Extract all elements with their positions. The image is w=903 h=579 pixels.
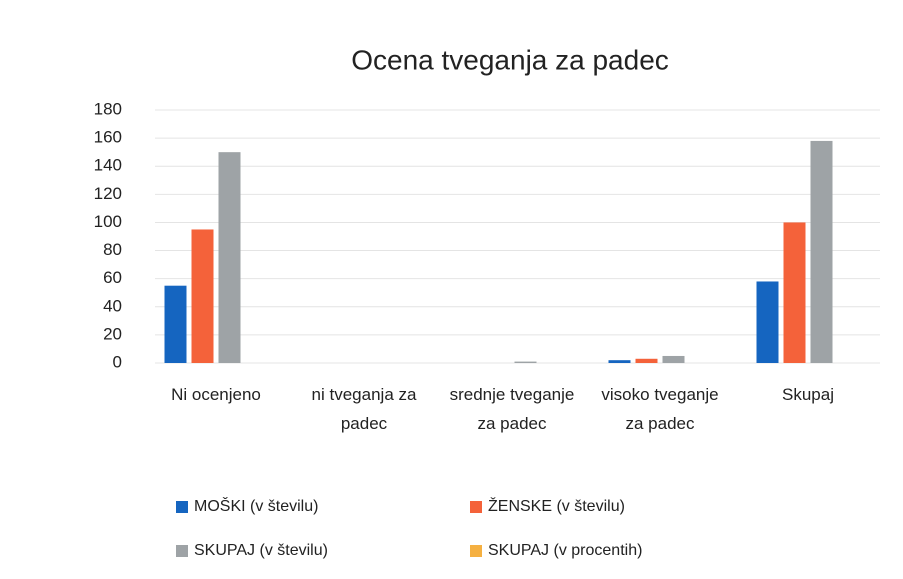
legend-swatch (470, 501, 482, 513)
bar (783, 222, 806, 363)
legend-label: MOŠKI (v številu) (194, 496, 318, 515)
bar (164, 285, 187, 363)
y-tick-label: 60 (103, 268, 122, 287)
y-tick-label: 20 (103, 324, 122, 343)
y-tick-label: 180 (94, 99, 122, 118)
legend-label: SKUPAJ (v procentih) (488, 542, 642, 559)
x-tick-label: visoko tveganje za padec (601, 385, 718, 433)
x-tick-label: Skupaj (782, 385, 834, 404)
chart-title: Ocena tveganja za padec (351, 44, 669, 75)
bar (810, 140, 833, 363)
y-tick-label: 40 (103, 296, 122, 315)
y-tick-label: 160 (94, 128, 122, 147)
x-tick-label: Ni ocenjeno (171, 385, 261, 404)
bar (635, 358, 658, 363)
bar (191, 229, 214, 363)
y-tick-label: 0 (113, 352, 122, 371)
bar (514, 361, 537, 363)
bar (756, 281, 779, 363)
legend-swatch (176, 545, 188, 557)
y-tick-label: 100 (94, 212, 122, 231)
legend-label: SKUPAJ (v številu) (194, 542, 328, 559)
bar (662, 355, 685, 363)
legend-label: ŽENSKE (v številu) (488, 496, 625, 515)
bar (218, 152, 241, 363)
bar (608, 360, 631, 363)
legend-swatch (176, 501, 188, 513)
y-tick-label: 80 (103, 240, 122, 259)
x-tick-label: ni tveganja za padec (312, 385, 417, 433)
x-tick-label: srednje tveganje za padec (450, 385, 575, 433)
legend-swatch (470, 545, 482, 557)
y-tick-label: 120 (94, 184, 122, 203)
y-tick-label: 140 (94, 156, 122, 175)
